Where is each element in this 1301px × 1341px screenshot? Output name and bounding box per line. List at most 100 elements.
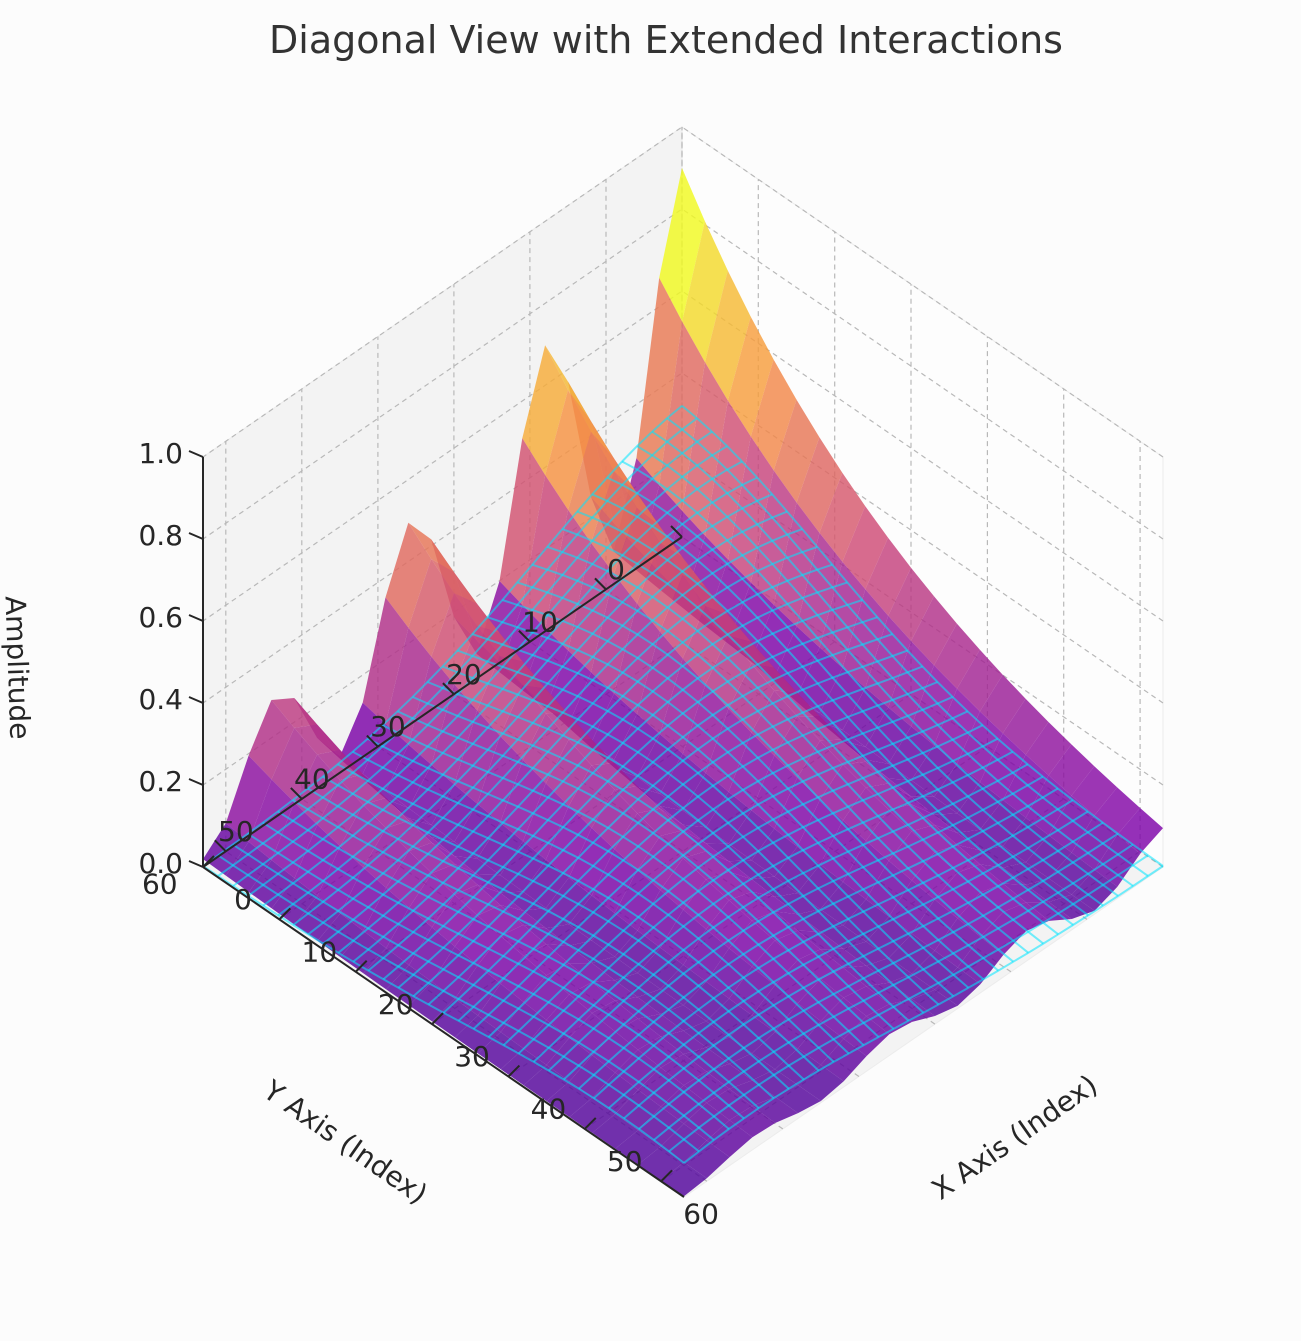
surface-patch — [661, 1123, 707, 1163]
surface-patch — [798, 1064, 844, 1101]
surface-patch — [728, 810, 775, 861]
surface-patch — [888, 783, 935, 815]
surface-patch — [569, 940, 615, 963]
surface-patch — [523, 1065, 570, 1102]
surface-patch — [980, 846, 1026, 868]
surface-patch — [843, 899, 889, 942]
surface-patch — [454, 915, 501, 966]
surface-patch — [614, 813, 661, 870]
surface-patch — [979, 674, 1026, 734]
surface-patch — [751, 876, 798, 897]
x-tick-mark — [431, 1012, 444, 1025]
surface-patch — [934, 918, 981, 968]
z-tick-mark — [188, 532, 204, 540]
surface-patch — [545, 345, 591, 422]
surface-patch — [705, 635, 752, 709]
surface-patch — [271, 878, 318, 925]
surface-patch — [682, 221, 728, 363]
surface-patch — [431, 593, 477, 685]
surface-patch — [477, 983, 524, 1033]
surface-patch — [729, 1106, 776, 1138]
surface-patch — [408, 559, 455, 657]
wireframe-line — [247, 832, 730, 1130]
surface-patch — [522, 345, 568, 476]
surface-patch — [500, 685, 546, 760]
surface-patch — [408, 764, 455, 825]
surface-patch — [866, 957, 912, 983]
surface-patch — [888, 804, 935, 832]
surface-patch — [386, 851, 432, 908]
surface-patch — [614, 714, 660, 777]
surface-patch — [842, 506, 889, 590]
surface-patch — [660, 909, 707, 965]
x-tick-label: 40 — [531, 1093, 567, 1126]
surface-patch — [773, 399, 820, 503]
surface-patch — [636, 542, 683, 632]
surface-patch — [522, 685, 569, 715]
grid-line-y — [453, 284, 936, 1025]
surface-patch — [774, 893, 821, 915]
surface-patch — [615, 1049, 661, 1090]
surface-patch — [592, 1031, 638, 1073]
surface-patch — [775, 1003, 821, 1049]
surface-patch — [225, 755, 272, 842]
surface-patch — [865, 809, 912, 861]
surface-patch — [591, 693, 637, 760]
y-axis-line — [202, 536, 683, 868]
surface-patch — [775, 1085, 821, 1114]
wireframe-line — [367, 737, 850, 1055]
y-tick-mark — [442, 682, 455, 695]
surface-patch — [659, 168, 705, 322]
surface-patch — [843, 787, 889, 841]
surface-patch — [1048, 744, 1095, 796]
surface-patch — [842, 589, 889, 688]
z-tick-label: 0.4 — [138, 683, 183, 716]
surface-patch — [934, 623, 980, 689]
surface-patch — [545, 806, 592, 878]
grid-line-y — [605, 179, 1088, 920]
surface-patch — [522, 475, 569, 629]
surface-patch — [499, 656, 546, 689]
surface-patch — [705, 270, 751, 401]
surface-patch — [637, 890, 684, 948]
surface-patch — [888, 726, 935, 781]
surface-patch — [339, 702, 386, 774]
surface-patch — [865, 783, 912, 810]
surface-patch — [568, 390, 614, 459]
x-tick-label: 10 — [302, 935, 338, 968]
z-tick-mark — [188, 450, 204, 458]
surface-patch — [750, 470, 797, 605]
surface-patch — [1071, 766, 1118, 816]
surface-patch — [591, 431, 637, 493]
surface-patch — [591, 913, 638, 957]
surface-patch — [660, 1085, 707, 1124]
surface-patch — [911, 596, 957, 666]
grid-line-y — [301, 388, 784, 1130]
surface-patch — [431, 894, 478, 947]
surface-patch — [636, 277, 683, 486]
surface-patch — [592, 1000, 638, 1032]
x-tick-mark — [354, 960, 368, 973]
surface-patch — [934, 872, 981, 919]
surface-patch — [706, 998, 752, 1038]
surface-patch — [523, 859, 569, 908]
wireframe-line — [668, 854, 1149, 1153]
surface-patch — [477, 656, 523, 736]
surface-patch — [775, 1048, 821, 1086]
surface-patch — [727, 316, 774, 437]
wireframe-line — [487, 710, 969, 1038]
wireframe-line — [653, 843, 1134, 1141]
y-tick-label: 60 — [142, 867, 178, 900]
surface-patch — [797, 740, 843, 800]
surface-patch — [271, 698, 318, 728]
surface-patch — [1003, 817, 1049, 863]
wireframe-line — [608, 810, 1089, 1109]
surface-patch — [661, 1162, 707, 1197]
surface-patch — [408, 522, 454, 573]
surface-patch — [386, 965, 432, 1006]
wireframe-line — [548, 763, 1029, 1072]
x-tick-label: 0 — [234, 883, 252, 916]
surface-patch — [385, 522, 432, 628]
wireframe-line — [412, 695, 895, 1030]
surface-patch — [569, 1097, 616, 1133]
